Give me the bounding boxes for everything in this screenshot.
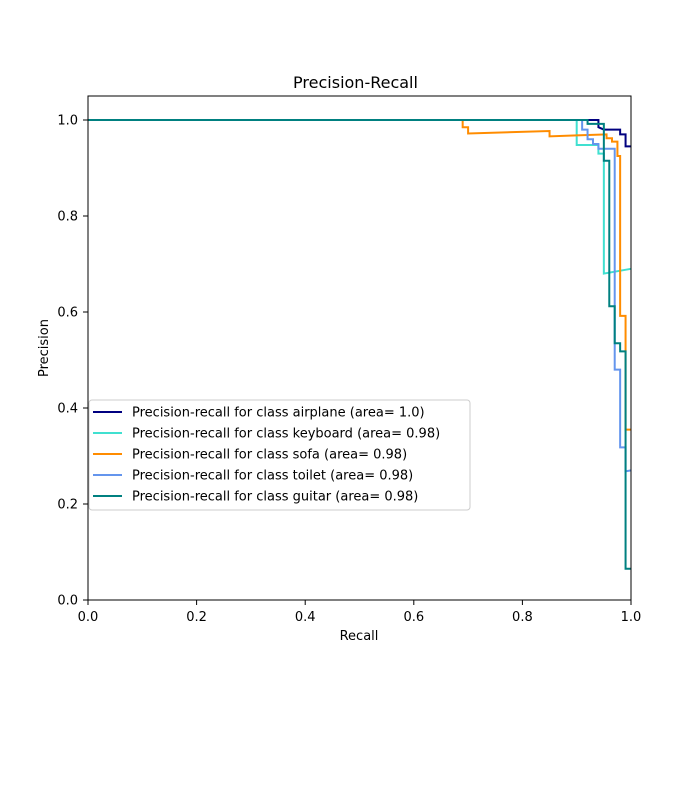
series-line-2 [88, 119, 631, 431]
x-axis-ticks: 0.0 0.2 0.4 0.6 0.8 1.0 [78, 600, 642, 625]
y-tick-label: 1.0 [57, 114, 78, 129]
series-line-0 [88, 119, 631, 148]
x-tick-label: 0.4 [295, 610, 316, 625]
y-tick-label: 0.0 [57, 594, 78, 609]
x-tick-label: 0.2 [186, 610, 207, 625]
y-tick-label: 0.8 [57, 210, 78, 225]
x-tick-label: 0.6 [403, 610, 424, 625]
legend-box [88, 399, 471, 511]
chart-title: Precision-Recall [293, 73, 418, 92]
legend-items: Precision-recall for class airplane (are… [93, 406, 440, 505]
x-tick-label: 0.8 [512, 610, 533, 625]
y-tick-label: 0.6 [57, 306, 78, 321]
legend-label-2: Precision-recall for class sofa (area= 0… [132, 448, 407, 463]
x-tick-label: 1.0 [621, 610, 642, 625]
legend-label-4: Precision-recall for class guitar (area=… [132, 490, 418, 505]
y-axis-ticks: 0.0 0.2 0.4 0.6 0.8 1.0 [57, 114, 88, 609]
y-axis-label: Precision [37, 319, 52, 377]
series-layer [88, 119, 632, 570]
series-line-3 [88, 119, 632, 473]
legend-label-1: Precision-recall for class keyboard (are… [132, 427, 440, 442]
legend-label-3: Precision-recall for class toilet (area=… [132, 469, 413, 484]
x-tick-label: 0.0 [78, 610, 99, 625]
series-line-4 [88, 119, 631, 570]
legend-label-0: Precision-recall for class airplane (are… [132, 406, 425, 421]
x-axis-label: Recall [340, 629, 379, 644]
legend: Precision-recall for class airplane (are… [88, 399, 471, 511]
plot-frame [87, 95, 632, 601]
y-tick-label: 0.4 [57, 402, 78, 417]
y-tick-label: 0.2 [57, 498, 78, 513]
plot-background [88, 96, 631, 600]
